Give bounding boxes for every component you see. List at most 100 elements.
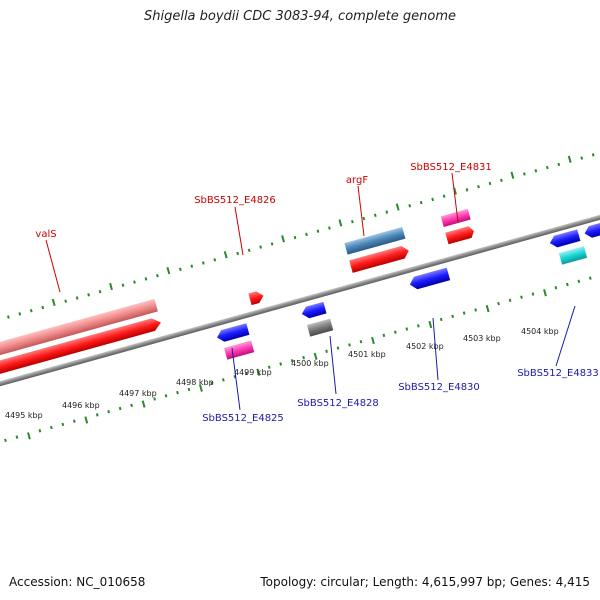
major-tick: [84, 416, 89, 424]
kbp-label: 4499 kbp: [234, 368, 272, 377]
gene-label-SbBS512_E4828[interactable]: SbBS512_E4828: [297, 398, 379, 409]
gene-label-SbBS512_E4831[interactable]: SbBS512_E4831: [410, 162, 492, 173]
SbBS512_E4830-arrow[interactable]: [408, 267, 451, 291]
minor-tick: [325, 349, 328, 353]
minor-tick: [477, 184, 480, 189]
minor-tick: [178, 267, 182, 272]
minor-tick: [221, 378, 225, 382]
minor-tick: [488, 181, 492, 186]
minor-tick: [336, 346, 340, 350]
major-tick: [313, 352, 318, 361]
minor-tick: [213, 258, 217, 262]
major-tick: [485, 305, 490, 313]
SbBS512_E4831-leader: [451, 172, 459, 223]
kbp-label: 4495 kbp: [5, 411, 43, 420]
accession-label: Accession: NC_010658: [9, 575, 146, 589]
gene-label-SbBS512_E4830[interactable]: SbBS512_E4830: [398, 382, 480, 393]
kbp-label: 4496 kbp: [62, 401, 100, 410]
minor-tick: [348, 343, 351, 347]
minor-tick: [293, 235, 297, 240]
major-tick: [281, 235, 285, 243]
SbBS512_E4833-cyan-bar[interactable]: [558, 246, 588, 265]
minor-tick: [465, 188, 469, 192]
kbp-label: 4501 kbp: [348, 350, 386, 359]
minor-tick: [290, 359, 294, 363]
argF-gene-bar[interactable]: [344, 227, 406, 255]
minor-tick: [201, 261, 205, 265]
major-tick: [166, 266, 171, 275]
SbBS512_E4828-arrow[interactable]: [300, 301, 327, 320]
minor-tick: [38, 429, 42, 433]
minor-tick: [580, 156, 584, 160]
gene-label-SbBS512_E4833[interactable]: SbBS512_E4833: [517, 368, 599, 379]
gene-label-valS[interactable]: valS: [35, 229, 56, 240]
minor-tick: [95, 413, 99, 417]
minor-tick: [557, 162, 561, 167]
valS-cds-arrow[interactable]: [0, 316, 163, 383]
minor-tick: [187, 387, 191, 392]
minor-tick: [462, 311, 466, 315]
SbBS512_E4825-arrow[interactable]: [215, 323, 250, 343]
minor-tick: [442, 194, 446, 198]
minor-tick: [153, 397, 156, 401]
SbBS512_E4833-arrow[interactable]: [548, 229, 581, 249]
major-tick: [567, 155, 572, 163]
minor-tick: [534, 169, 538, 173]
SbBS512_E4830-leader: [432, 317, 439, 381]
minor-tick: [531, 292, 535, 296]
SbBS512_E4831-arrow[interactable]: [445, 225, 475, 245]
SbBS512_E4825-leader: [231, 347, 241, 411]
minor-tick: [385, 210, 389, 214]
kbp-label: 4500 kbp: [291, 359, 329, 368]
kbp-label: 4502 kbp: [406, 342, 444, 351]
gene-label-SbBS512_E4826[interactable]: SbBS512_E4826: [194, 195, 276, 206]
major-tick: [109, 282, 113, 291]
minor-tick: [72, 419, 76, 423]
SbBS512_E4828-leader: [329, 335, 337, 395]
minor-tick: [41, 305, 45, 310]
inner-tick-ring: [4, 276, 592, 443]
SbBS512_E4825-pink-bar[interactable]: [224, 340, 255, 360]
minor-tick: [362, 216, 366, 221]
minor-tick: [18, 312, 22, 316]
minor-tick: [545, 165, 549, 170]
minor-tick: [359, 340, 363, 344]
major-tick: [27, 432, 31, 440]
SbBS512_E4826-arrow[interactable]: [248, 290, 265, 306]
gene-label-SbBS512_E4825[interactable]: SbBS512_E4825: [202, 413, 284, 424]
minor-tick: [302, 355, 305, 360]
minor-tick: [270, 242, 274, 246]
minor-tick: [439, 317, 443, 322]
major-tick: [199, 384, 203, 392]
minor-tick: [176, 390, 179, 395]
major-tick: [543, 289, 547, 297]
minor-tick: [247, 248, 251, 252]
minor-tick: [451, 314, 455, 318]
argF-cds-arrow[interactable]: [349, 244, 410, 273]
minor-tick: [591, 153, 595, 157]
minor-tick: [382, 333, 386, 338]
minor-tick: [328, 226, 331, 230]
minor-tick: [267, 365, 271, 369]
minor-tick: [6, 315, 10, 319]
outer-tick-ring: [6, 153, 595, 319]
minor-tick: [107, 409, 111, 414]
gene-label-argF[interactable]: argF: [346, 175, 368, 186]
valS-gene-bar[interactable]: [0, 298, 158, 365]
minor-tick: [75, 296, 79, 300]
major-tick: [510, 171, 515, 179]
minor-tick: [431, 197, 435, 202]
kbp-label: 4498 kbp: [176, 378, 214, 387]
kbp-label: 4497 kbp: [119, 389, 157, 398]
next-reverse-arrow[interactable]: [583, 217, 600, 240]
SbBS512_E4828-grey-bar[interactable]: [306, 318, 334, 337]
SbBS512_E4831-pink-bar[interactable]: [440, 208, 471, 227]
minor-tick: [520, 295, 523, 299]
minor-tick: [190, 264, 194, 268]
major-tick: [371, 336, 375, 345]
valS-leader: [45, 239, 61, 293]
minor-tick: [133, 280, 136, 284]
minor-tick: [29, 308, 33, 313]
minor-tick: [500, 178, 503, 183]
minor-tick: [156, 274, 159, 278]
